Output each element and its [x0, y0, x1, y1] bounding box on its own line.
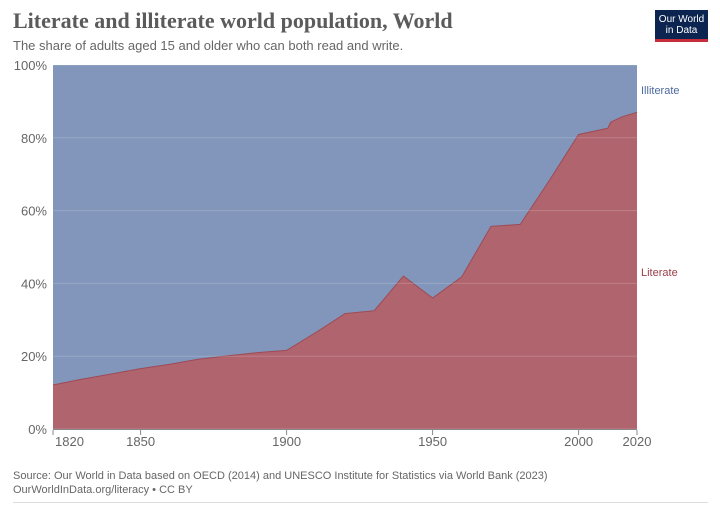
- x-tick-label: 1820: [55, 434, 84, 449]
- x-tick-label: 1850: [126, 434, 155, 449]
- area-chart: 0% 20% 40% 60% 80% 100% 1820 1850 1900 1950 2000 20…: [14, 58, 680, 449]
- y-tick-label: 0%: [28, 422, 47, 437]
- x-tick-label: 2000: [564, 434, 593, 449]
- source-note: Source: Our World in Data based on OECD …: [13, 470, 548, 482]
- footer-divider: [13, 502, 708, 503]
- logo-line-2: in Data: [665, 25, 698, 36]
- illiterate-area: [53, 65, 637, 385]
- y-tick-label: 40%: [21, 276, 47, 291]
- literate-boundary-line: [52, 111, 638, 386]
- y-tick-label: 60%: [21, 204, 47, 219]
- y-tick-label: 80%: [21, 131, 47, 146]
- chart-subtitle: The share of adults aged 15 and older wh…: [13, 38, 404, 53]
- x-tick-label: 1950: [418, 434, 447, 449]
- chart-title: Literate and illiterate world population…: [13, 8, 453, 33]
- logo-line-1: Our World: [658, 14, 705, 25]
- literate-area: [53, 112, 637, 430]
- x-tick-label: 2020: [623, 434, 652, 449]
- owid-logo[interactable]: Our World in Data: [655, 10, 708, 42]
- y-tick-label: 100%: [14, 58, 48, 73]
- series-label-illiterate: Illiterate: [641, 85, 680, 97]
- x-tick-label: 1900: [272, 434, 301, 449]
- source-url[interactable]: OurWorldInData.org/literacy • CC BY: [13, 484, 193, 496]
- series-label-literate: Literate: [641, 267, 678, 279]
- y-tick-label: 20%: [21, 349, 47, 364]
